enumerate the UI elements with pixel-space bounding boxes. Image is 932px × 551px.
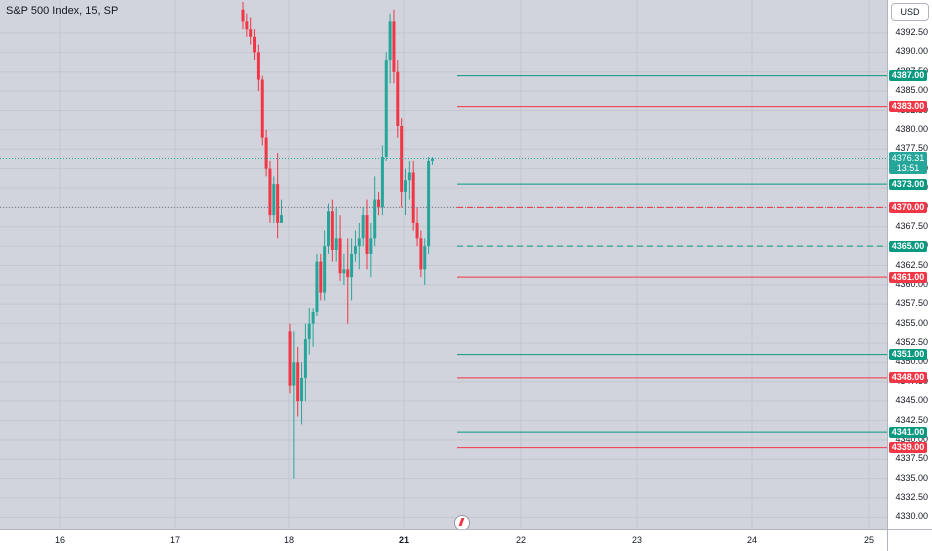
candle-body [260, 79, 264, 138]
candle-body [272, 184, 276, 216]
candle-body [292, 362, 296, 386]
price-tick-label: 4367.50 [895, 220, 928, 231]
candle-body [342, 269, 346, 274]
candle-body [407, 172, 411, 181]
price-tick-label: 4390.00 [895, 46, 928, 57]
candle-body [369, 238, 373, 254]
bar-countdown: 13:51 [896, 163, 920, 174]
candle-body [330, 211, 334, 250]
candle-body [384, 60, 388, 157]
candle-body [400, 126, 404, 192]
level-price-badge[interactable]: 4351.00 [889, 349, 927, 361]
candle-body [241, 9, 245, 22]
candle-body [296, 362, 300, 402]
price-tick-label: 4340.00 [895, 433, 928, 444]
candle-body [392, 21, 396, 72]
candle-body [315, 261, 319, 312]
price-tick-label: 4337.50 [895, 453, 928, 464]
price-tick-label: 4385.00 [895, 85, 928, 96]
candle-body [373, 199, 377, 239]
time-tick-label: 23 [631, 535, 643, 545]
price-tick-label: 4330.00 [895, 511, 928, 522]
candle-body [427, 160, 431, 247]
currency-button[interactable]: USD [891, 3, 929, 21]
candle-body [377, 199, 381, 208]
candle-body [415, 222, 419, 239]
level-price-badge[interactable]: 4387.00 [889, 70, 927, 82]
time-tick-label: 21 [398, 535, 410, 545]
candle-body [307, 323, 311, 340]
time-tick-label: 18 [283, 535, 295, 545]
time-tick-label: 25 [863, 535, 875, 545]
candle-body [264, 137, 268, 169]
candle-body [288, 331, 292, 386]
price-tick-label: 4342.50 [895, 414, 928, 425]
candle-body [419, 238, 423, 270]
level-price-badge[interactable]: 4365.00 [889, 240, 927, 252]
candle-body [411, 172, 415, 223]
price-tick-label: 4355.00 [895, 317, 928, 328]
price-tick-label: 4350.00 [895, 356, 928, 367]
scale-corner [887, 529, 932, 551]
price-scale[interactable] [887, 0, 932, 529]
candle-body [423, 246, 427, 270]
candle-body [350, 253, 354, 278]
candlestick-chart[interactable] [0, 0, 887, 529]
candle-body [430, 158, 434, 161]
last-price-value: 4376.31 [891, 153, 925, 164]
time-tick-label: 22 [515, 535, 527, 545]
level-price-badge[interactable]: 4373.00 [889, 178, 927, 190]
candle-body [353, 246, 357, 254]
candle-body [249, 29, 253, 37]
candle-body [404, 180, 407, 192]
price-tick-label: 4345.00 [895, 395, 928, 406]
candle-body [319, 261, 323, 293]
candle-body [256, 52, 260, 80]
level-price-badge[interactable]: 4348.00 [889, 372, 927, 384]
candle-body [303, 339, 307, 378]
level-price-badge[interactable]: 4341.00 [889, 426, 927, 438]
level-price-badge[interactable]: 4339.00 [889, 442, 927, 454]
replay-icon[interactable] [454, 515, 470, 529]
candle-body [357, 238, 361, 247]
level-price-badge[interactable]: 4383.00 [889, 101, 927, 113]
candle-body [245, 21, 249, 30]
candle-body [280, 215, 283, 223]
price-tick-label: 4392.50 [895, 27, 928, 37]
candle-body [361, 215, 365, 239]
time-tick-label: 16 [54, 535, 66, 545]
candle-body [323, 246, 327, 293]
candle-body [388, 21, 392, 61]
time-scale[interactable]: 16 17 18 21 22 23 24 25 [0, 529, 887, 551]
candle-body [396, 71, 400, 126]
candle-body [276, 184, 280, 223]
time-tick-label: 24 [746, 535, 758, 545]
candle-body [338, 238, 342, 274]
price-tick-label: 4335.00 [895, 472, 928, 483]
price-tick-label: 4332.50 [895, 492, 928, 502]
chart-area[interactable]: S&P 500 Index, 15, SP [0, 0, 887, 529]
price-tick-label: 4357.50 [895, 298, 928, 309]
price-tick-label: 4360.00 [895, 278, 928, 289]
candle-body [253, 36, 257, 53]
price-tick-label: 4362.50 [895, 259, 928, 270]
candle-body [346, 269, 350, 278]
candle-body [300, 377, 304, 402]
last-price-badge: 4376.31 13:51 [889, 152, 927, 175]
candle-body [327, 211, 330, 247]
level-price-badge[interactable]: 4361.00 [889, 271, 927, 283]
candle-body [311, 312, 315, 324]
symbol-legend[interactable]: S&P 500 Index, 15, SP [6, 5, 119, 17]
candle-body [380, 157, 384, 208]
candle-body [365, 215, 369, 254]
level-price-badge[interactable]: 4370.00 [889, 201, 927, 213]
candle-body [268, 168, 272, 216]
time-tick-label: 17 [169, 535, 181, 545]
price-tick-label: 4377.50 [895, 143, 928, 154]
price-tick-label: 4380.00 [895, 123, 928, 134]
candle-body [334, 238, 338, 250]
price-tick-label: 4352.50 [895, 337, 928, 347]
